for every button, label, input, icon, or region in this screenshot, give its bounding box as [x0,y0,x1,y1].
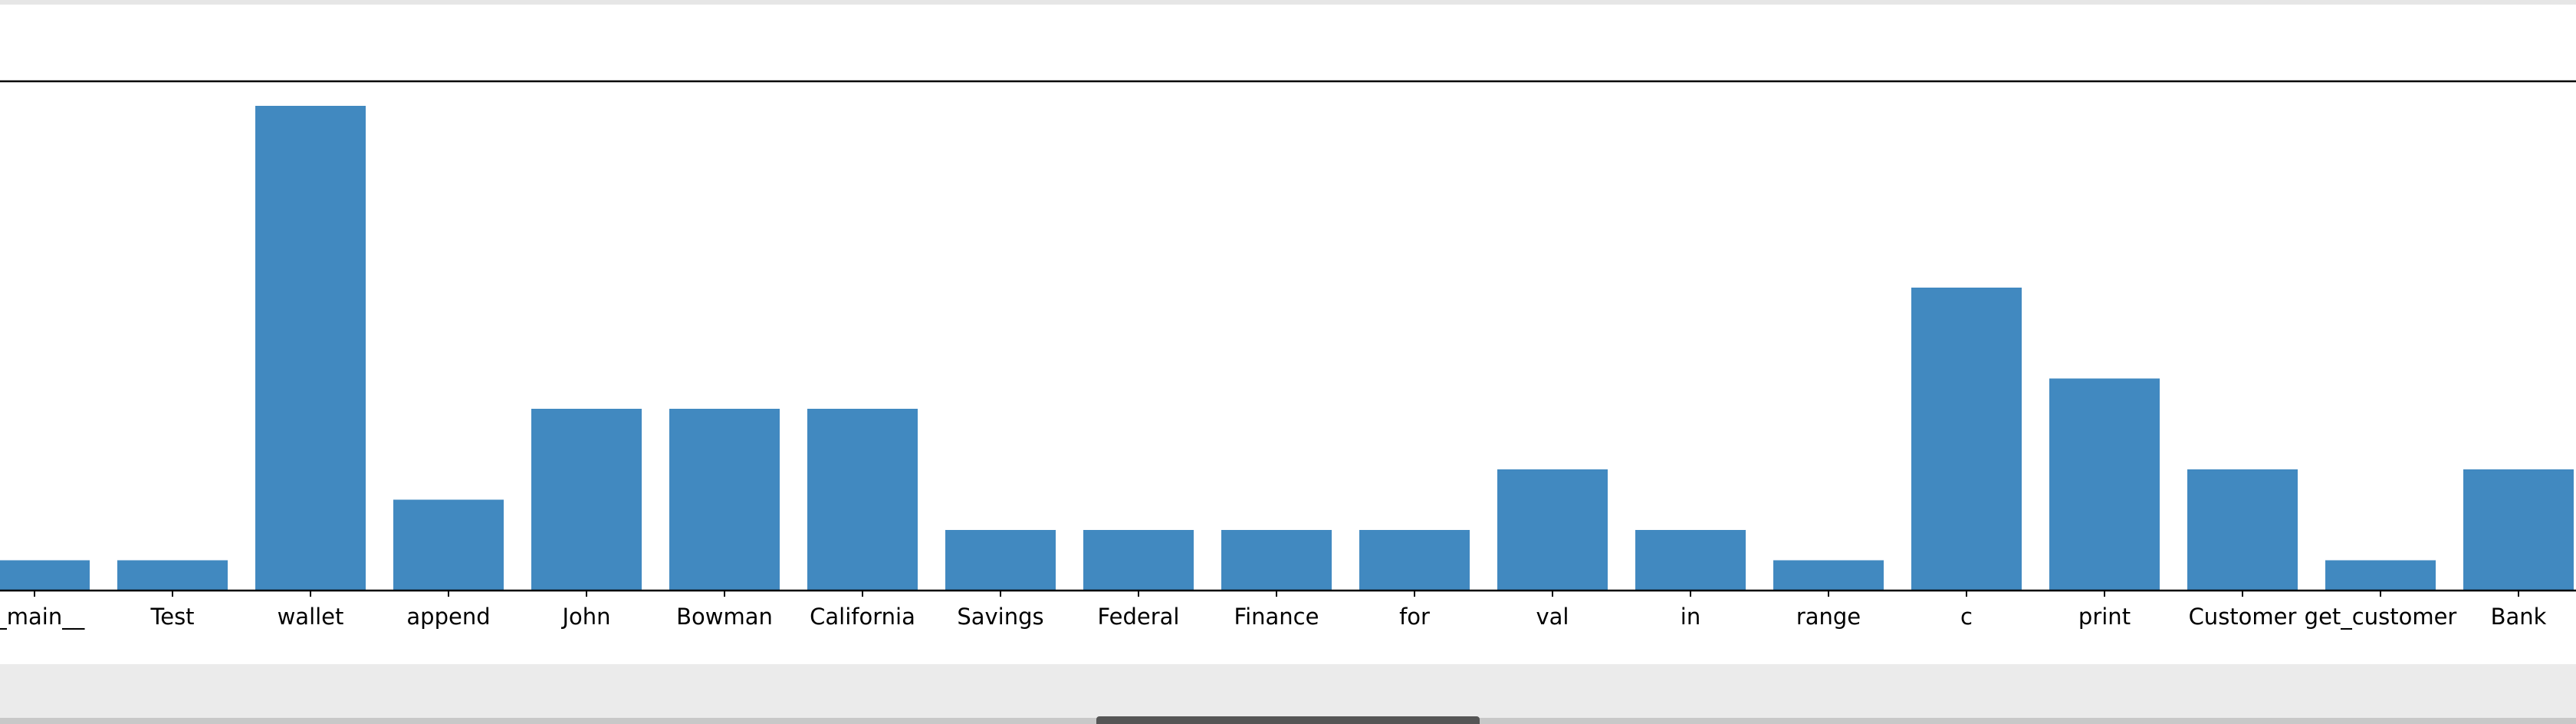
bottom-panel [0,664,2576,724]
x-tick-label: for [1399,604,1430,630]
x-tick-label: in [1681,604,1700,630]
x-tick-label: append [406,604,490,630]
x-tick-label: __main__ [0,604,85,630]
x-tick-label: Savings [957,604,1043,630]
chart-area: __main__ Test wallet append John Bowman Califo… [0,80,2576,630]
x-tick-label: wallet [278,604,344,630]
x-tick-label: val [1536,604,1569,630]
x-tick-label: c [1960,604,1973,630]
bar-finance [1221,530,1332,591]
bar-bowman [669,409,780,591]
window-top-edge [0,0,2576,5]
image-thumbnail [1096,716,1480,724]
bar-test [117,560,228,591]
x-tick-label: range [1796,604,1861,630]
bar-c [1911,288,2022,591]
bar-in [1635,530,1746,591]
x-tick-label: print [2078,604,2131,630]
bars-group [0,106,2574,591]
x-tick-label: Customer [2189,604,2297,630]
x-tick-label: John [560,604,610,630]
bar-wallet [255,106,366,591]
bar-chart: __main__ Test wallet append John Bowman Califo… [0,80,2576,630]
bar-for [1359,530,1470,591]
x-ticks-group: __main__ Test wallet append John Bowman Califo… [0,591,2547,630]
bar-customer [2187,469,2298,591]
bar-john [531,409,642,591]
bar-append [393,499,504,591]
bar-print [2049,378,2160,591]
bar-california [807,409,918,591]
bar-val [1497,469,1608,591]
bar-federal [1083,530,1194,591]
x-tick-label: Federal [1098,604,1180,630]
bar-bank [2463,469,2574,591]
x-tick-label: Bank [2491,604,2547,630]
x-tick-label: Finance [1234,604,1319,630]
x-tick-label: Test [150,604,194,630]
bar-main [0,560,90,591]
x-tick-label: California [810,604,915,630]
bar-savings [945,530,1056,591]
x-tick-label: get_customer [2305,604,2457,630]
bar-range [1773,560,1884,591]
x-tick-label: Bowman [676,604,773,630]
bar-get-customer [2325,560,2436,591]
